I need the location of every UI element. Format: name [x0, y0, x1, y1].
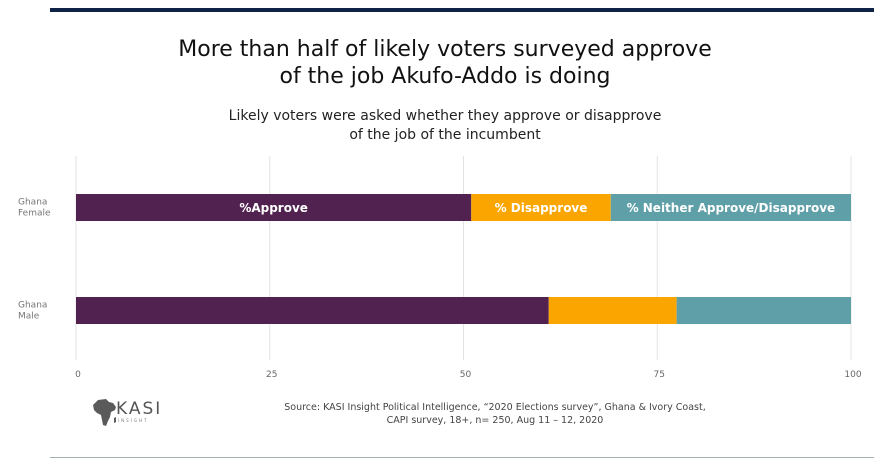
- bar-segment: [610, 194, 851, 221]
- x-tick-label: 75: [654, 370, 665, 380]
- bars: [76, 194, 851, 324]
- source-note: Source: KASI Insight Political Intellige…: [250, 401, 740, 427]
- bar-segment: [76, 297, 549, 324]
- bar-labels: %Approve % Disapprove % Neither Approve/Di…: [239, 201, 835, 215]
- bottom-rule: [50, 457, 874, 458]
- series-label: %Approve: [239, 201, 308, 215]
- top-rule: [50, 8, 874, 12]
- x-tick-label: 50: [460, 370, 472, 380]
- category-label: Ghana: [18, 301, 47, 311]
- logo-subtext: INSIGHT: [118, 418, 149, 423]
- chart-subtitle-line-2: of the job of the incumbent: [349, 127, 541, 143]
- category-label: Male: [18, 312, 40, 322]
- series-label: % Neither Approve/Disapprove: [627, 201, 836, 215]
- bar-segment: [471, 194, 611, 221]
- x-tick-label: 0: [75, 370, 81, 380]
- kasi-logo: KASI INSIGHT: [92, 398, 192, 432]
- source-line-2: CAPI survey, 18+, n= 250, Aug 11 – 12, 2…: [386, 415, 604, 426]
- source-line-1: Source: KASI Insight Political Intellige…: [284, 402, 706, 413]
- bar-segment: [548, 297, 677, 324]
- x-tick-labels: 0 25 50 75 100: [75, 370, 862, 380]
- chart-subtitle: Likely voters were asked whether they ap…: [0, 107, 890, 145]
- bar-segment: [76, 194, 472, 221]
- chart-subtitle-line-1: Likely voters were asked whether they ap…: [228, 108, 662, 124]
- gridlines: [75, 156, 852, 360]
- bar-segment: [676, 297, 851, 324]
- chart-title-line-2: of the job Akufo-Addo is doing: [279, 64, 611, 89]
- category-label: Ghana: [18, 198, 47, 208]
- category-label: Female: [18, 209, 51, 219]
- chart-title: More than half of likely voters surveyed…: [0, 36, 890, 90]
- logo-wordmark: KASI: [116, 399, 163, 419]
- africa-map-icon: [93, 399, 116, 426]
- x-tick-label: 100: [844, 370, 861, 380]
- chart-title-line-1: More than half of likely voters surveyed…: [178, 37, 712, 62]
- x-tick-label: 25: [266, 370, 277, 380]
- series-label: % Disapprove: [495, 201, 588, 215]
